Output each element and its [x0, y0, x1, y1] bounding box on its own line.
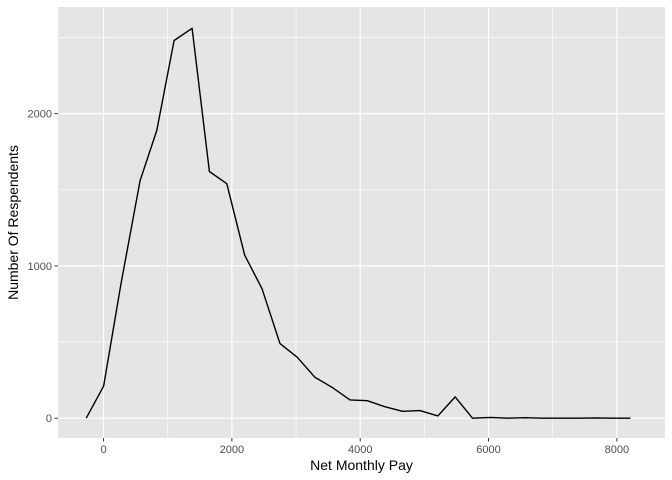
y-tick-label: 1000 — [28, 261, 52, 273]
x-tick-label: 6000 — [476, 444, 500, 456]
y-axis-title: Number Of Respendents — [5, 145, 21, 300]
series-line — [85, 27, 631, 419]
y-tick-label: 0 — [46, 413, 52, 425]
major-gridlines — [58, 7, 665, 438]
x-axis: 0 2000 4000 6000 8000 — [100, 438, 629, 456]
series-layer — [85, 27, 631, 419]
minor-gridlines — [58, 7, 665, 438]
plot-panel — [58, 7, 665, 438]
y-tick-label: 2000 — [28, 109, 52, 121]
x-tick-label: 8000 — [605, 444, 629, 456]
x-axis-title: Net Monthly Pay — [310, 457, 413, 473]
x-tick-label: 0 — [100, 444, 106, 456]
x-tick-label: 4000 — [348, 444, 372, 456]
x-tick-label: 2000 — [220, 444, 244, 456]
y-axis: 0 1000 2000 — [28, 109, 58, 425]
